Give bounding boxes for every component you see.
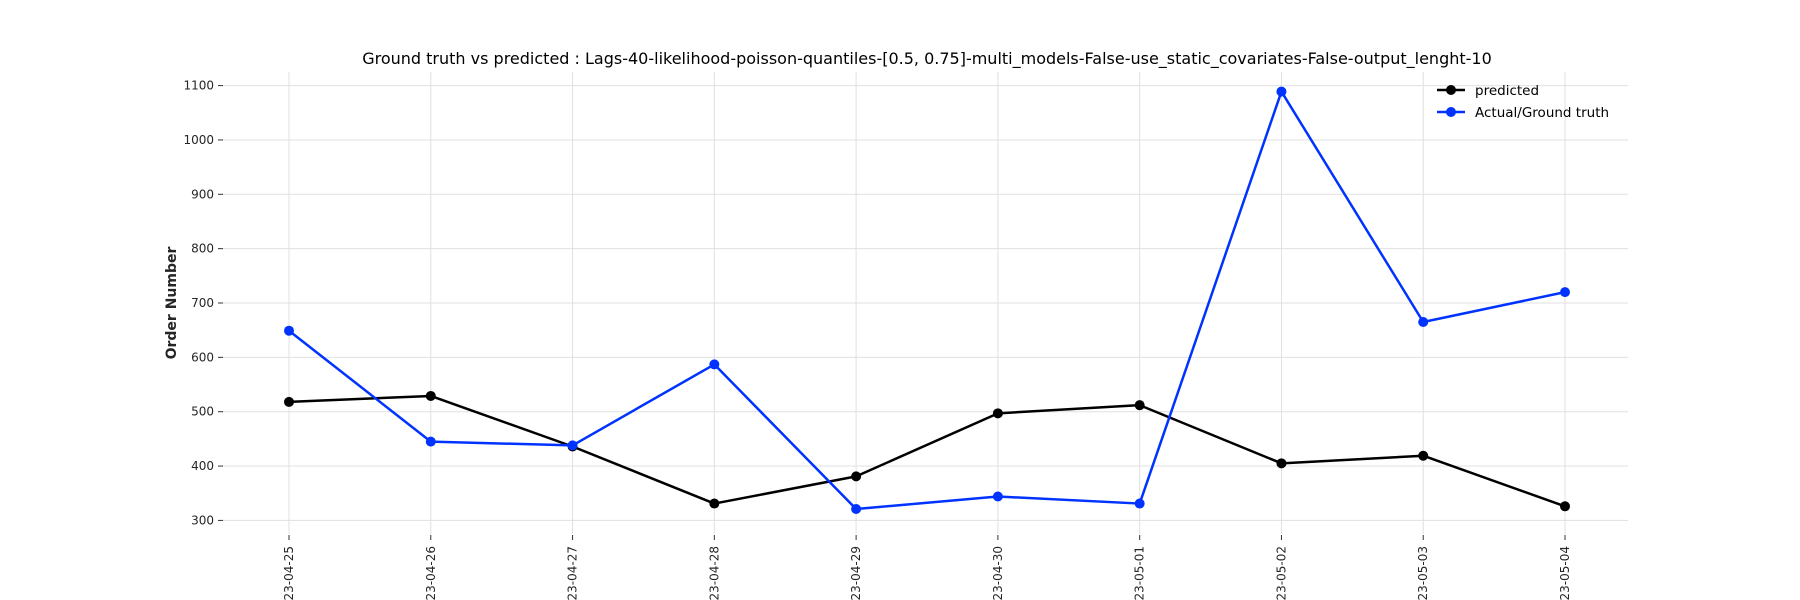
data-point — [567, 440, 578, 451]
x-tick-label: 2023-05-04 — [1558, 546, 1572, 600]
data-point — [851, 471, 862, 482]
data-point — [425, 436, 436, 447]
y-tick-label: 700 — [191, 296, 214, 310]
legend-marker — [1446, 85, 1456, 95]
y-tick-label: 1000 — [183, 133, 214, 147]
series-line — [288, 394, 1566, 508]
series-layer — [284, 86, 1570, 514]
legend-entry: predicted — [1437, 83, 1539, 99]
data-point — [1560, 501, 1570, 512]
legend-entry: Actual/Ground truth — [1437, 105, 1609, 121]
y-axis-label: Order Number — [164, 247, 180, 360]
series-line — [288, 90, 1566, 511]
data-point — [1276, 458, 1287, 469]
x-tick-label: 2023-04-29 — [849, 546, 863, 600]
y-tick-label: 400 — [191, 459, 214, 473]
x-tick-label: 2023-05-03 — [1416, 546, 1430, 600]
data-point — [425, 390, 436, 401]
data-point — [851, 503, 862, 514]
data-point — [284, 396, 294, 407]
data-point — [1134, 400, 1145, 411]
data-point — [992, 491, 1003, 502]
y-tick-label: 1100 — [183, 79, 214, 93]
legend: predicted Actual/Ground truth — [1437, 83, 1609, 121]
x-tick-label: 2023-05-02 — [1274, 546, 1288, 600]
x-axis-ticks: 2023-04-25 2023-04-26 2023-04-27 2023-04-28… — [282, 535, 1572, 600]
y-tick-label: 500 — [191, 405, 214, 419]
grid — [222, 72, 1628, 534]
data-point — [1418, 317, 1429, 328]
data-point — [709, 498, 720, 509]
x-tick-label: 2023-04-30 — [991, 546, 1005, 600]
chart-title: Ground truth vs predicted : Lags-40-like… — [362, 49, 1492, 69]
x-tick-label: 2023-05-01 — [1133, 546, 1147, 600]
data-point — [1560, 287, 1570, 298]
y-tick-label: 600 — [191, 350, 214, 364]
legend-marker — [1446, 107, 1456, 117]
x-tick-label: 2023-04-27 — [566, 546, 580, 600]
data-point — [1134, 498, 1145, 509]
x-tick-label: 2023-04-26 — [424, 546, 438, 600]
data-point — [709, 359, 720, 370]
x-tick-label: 2023-04-25 — [282, 546, 296, 600]
y-tick-label: 300 — [191, 513, 214, 527]
data-point — [1276, 86, 1287, 97]
legend-label: predicted — [1475, 83, 1539, 99]
data-point — [284, 325, 294, 336]
data-point — [1418, 450, 1429, 461]
data-point — [992, 408, 1003, 419]
y-tick-label: 900 — [191, 187, 214, 201]
x-tick-label: 2023-04-28 — [707, 546, 721, 600]
series-actual — [284, 86, 1570, 514]
legend-label: Actual/Ground truth — [1475, 105, 1609, 121]
y-axis-ticks: 300 400 500 600 700 800 900 1000 1100 — [183, 79, 223, 527]
y-tick-label: 800 — [191, 242, 214, 256]
series-predicted — [284, 390, 1570, 512]
